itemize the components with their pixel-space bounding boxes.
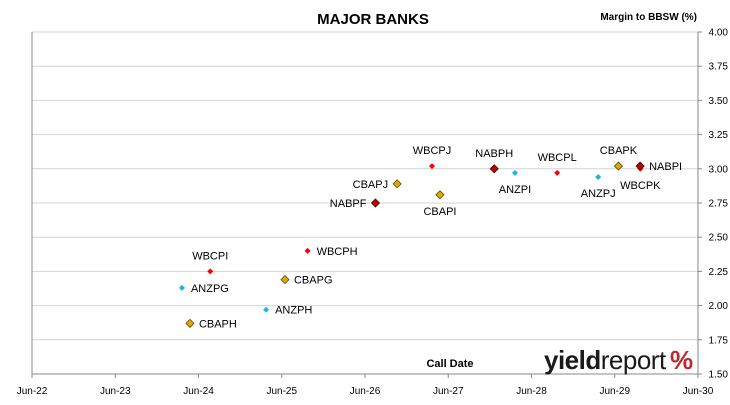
point-marker-anzpj <box>595 174 602 181</box>
point-label-cbapk: CBAPK <box>600 145 638 157</box>
point-marker-wbcpl <box>554 169 561 176</box>
point-label-wbcpk: WBCPK <box>620 180 661 192</box>
point-label-anzpj: ANZPJ <box>581 188 616 200</box>
point-label-wbcph: WBCPH <box>317 246 358 258</box>
x-tick-label: Jun-23 <box>100 386 131 397</box>
point-marker-cbapk <box>613 161 624 171</box>
y-tick-label: 4.00 <box>709 28 729 39</box>
svg-text:yieldreport: yieldreport <box>544 345 667 375</box>
y-tick-label: 1.50 <box>709 370 729 381</box>
x-tick-label: Jun-27 <box>433 386 464 397</box>
gridlines <box>32 31 698 375</box>
point-label-nabpi: NABPI <box>649 161 682 173</box>
y-tick-label: 3.25 <box>709 130 729 141</box>
x-axis-label: Call Date <box>426 358 473 370</box>
x-tick-label: Jun-29 <box>599 386 630 397</box>
point-label-nabpf: NABPF <box>330 198 367 210</box>
axes: 1.50 1.75 2.00 2.25 2.50 2.75 3.00 3.25 3.50 3.75… <box>17 28 729 398</box>
point-label-cbapi: CBAPI <box>423 206 456 218</box>
y-tick-label: 3.50 <box>709 96 729 107</box>
data-points: ANZPG WBCPI CBAPH CBAPG ANZPH WBCPH NABPF CBAPJ… <box>178 145 682 330</box>
point-marker-anzpi <box>511 169 518 176</box>
y-axis-label: Margin to BBSW (%) <box>600 12 697 23</box>
x-tick-label: Jun-30 <box>683 386 714 397</box>
y-tick-label: 3.00 <box>709 164 729 175</box>
logo-yield-text: yield <box>544 345 601 375</box>
point-label-anzph: ANZPH <box>275 305 312 317</box>
y-tick-label: 3.75 <box>709 62 729 73</box>
x-tick-label: Jun-26 <box>350 386 381 397</box>
y-tick-label: 2.50 <box>709 233 729 244</box>
point-label-cbapj: CBAPJ <box>353 179 388 191</box>
point-marker-wbcpj <box>429 163 436 170</box>
point-marker-anzpg <box>178 284 185 291</box>
x-tick-label: Jun-22 <box>17 386 48 397</box>
point-marker-cbapg <box>280 275 290 285</box>
point-label-anzpi: ANZPI <box>499 184 531 196</box>
logo-percent-icon: % <box>670 345 693 375</box>
point-label-cbapg: CBAPG <box>294 275 333 287</box>
y-tick-label: 2.75 <box>709 199 729 210</box>
point-marker-cbapj <box>392 179 402 189</box>
point-marker-nabpf <box>370 198 381 208</box>
point-marker-anzph <box>263 306 270 313</box>
point-label-nabph: NABPH <box>475 148 513 160</box>
y-tick-label: 1.75 <box>709 335 729 346</box>
x-tick-label: Jun-24 <box>183 386 214 397</box>
point-marker-nabph <box>489 164 499 174</box>
point-label-anzpg: ANZPG <box>191 283 229 295</box>
point-marker-nabpi <box>635 161 645 171</box>
point-marker-cbapi <box>435 190 445 200</box>
point-marker-wbcph <box>304 247 311 254</box>
y-tick-label: 2.00 <box>709 301 729 312</box>
point-label-wbcpi: WBCPI <box>192 250 228 262</box>
point-marker-wbcpi <box>207 268 214 275</box>
logo-report-text: report <box>601 345 667 375</box>
point-label-cbaph: CBAPH <box>199 318 237 330</box>
point-marker-cbaph <box>185 318 195 328</box>
x-tick-label: Jun-25 <box>266 386 297 397</box>
x-tick-label: Jun-28 <box>516 386 547 397</box>
yieldreport-logo: yieldreport % <box>544 345 693 375</box>
point-label-wbcpj: WBCPJ <box>413 145 452 157</box>
chart-title: MAJOR BANKS <box>317 11 429 28</box>
point-label-wbcpl: WBCPL <box>538 152 577 164</box>
y-tick-label: 2.25 <box>709 267 729 278</box>
